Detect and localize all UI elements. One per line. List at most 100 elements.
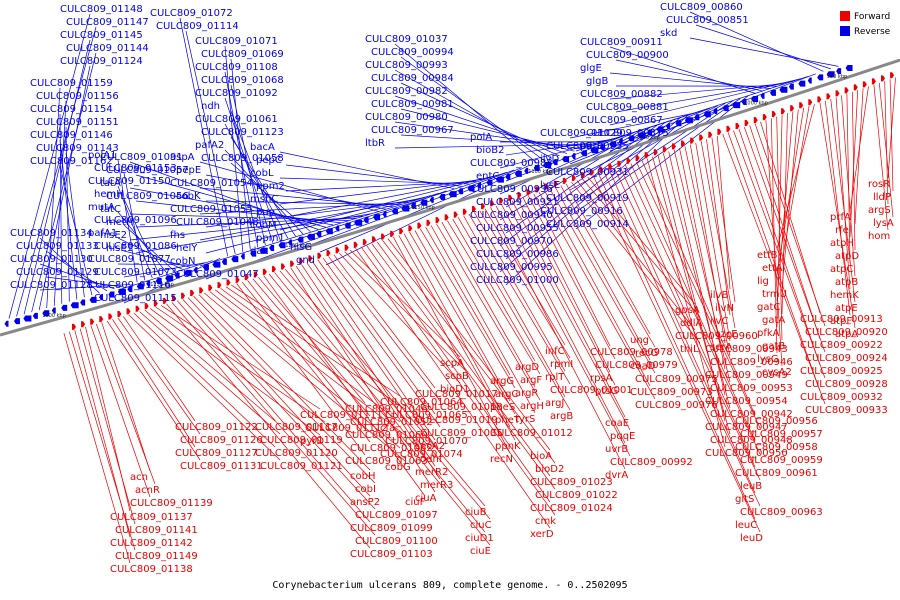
reverse-leader [199, 161, 379, 212]
reverse-gene-label: CULC809_01143 [36, 143, 119, 154]
forward-leader [160, 305, 321, 410]
reverse-leader [279, 178, 485, 205]
forward-leader [258, 276, 366, 404]
forward-leader [177, 300, 371, 523]
reverse-leader [129, 161, 319, 230]
forward-leader [873, 84, 889, 231]
forward-leader [349, 249, 461, 358]
reverse-leader [135, 213, 372, 254]
reverse-gene-label: glgB [586, 76, 608, 87]
forward-gene-label: CULC809_01112 [305, 423, 388, 434]
reverse-gene-arrow [694, 114, 700, 121]
reverse-gene-arrow [779, 86, 788, 93]
reverse-gene-arrow [524, 167, 529, 174]
forward-gene-label: CULC809_00946 [710, 357, 793, 368]
forward-gene-arrow [826, 93, 831, 100]
reverse-gene-arrow [410, 202, 416, 209]
reverse-gene-label: tatA [100, 178, 121, 189]
reverse-gene-label: tatC [100, 204, 121, 215]
forward-leader [749, 125, 821, 340]
reverse-gene-label: CULC809_00940 [470, 210, 553, 221]
forward-gene-label: CULC809_01023 [530, 477, 613, 488]
reverse-gene-arrow [306, 233, 315, 240]
forward-gene-label: ciuF [405, 497, 426, 508]
forward-gene-label: CULC809_01121 [260, 461, 343, 472]
reverse-gene-arrow [259, 247, 268, 254]
reverse-gene-arrow [146, 280, 151, 287]
reverse-gene-arrow [420, 199, 428, 206]
forward-gene-label: ddlA [680, 318, 702, 329]
reverse-gene-label: CULC809_01057 [106, 165, 189, 176]
forward-leader [430, 225, 536, 414]
forward-gene-label: lig [757, 276, 769, 287]
forward-gene-label: cysA2 [762, 367, 792, 378]
reverse-leader [499, 117, 681, 273]
forward-leader [851, 91, 856, 251]
forward-gene-label: hom [868, 231, 890, 242]
reverse-gene-arrow [609, 141, 617, 148]
forward-leader [743, 127, 826, 353]
reverse-gene-arrow [703, 111, 711, 118]
reverse-leader [279, 174, 500, 231]
forward-gene-label: rpsA [590, 373, 613, 384]
forward-gene-label: CULC809_00954 [705, 396, 788, 407]
forward-gene-label: CULC809_01131 [180, 461, 263, 472]
forward-gene-label: argB [550, 411, 573, 422]
forward-gene-label: trmU [762, 289, 787, 300]
reverse-gene-label: CULC809_00995 [470, 262, 553, 273]
reverse-gene-arrow [363, 216, 369, 223]
forward-gene-label: pheS [490, 402, 515, 413]
forward-gene-label: odhI [420, 454, 442, 465]
forward-gene-label: CULC809_00942 [710, 409, 793, 420]
reverse-gene-arrow [448, 191, 457, 198]
reverse-gene-label: CULC809_00914 [546, 219, 629, 230]
reverse-leader [400, 56, 545, 161]
forward-gene-label: CULC809_00979 [595, 360, 678, 371]
reverse-gene-label: cobN [170, 256, 195, 267]
forward-leader [193, 295, 376, 484]
reverse-gene-label: polA [470, 132, 492, 143]
reverse-gene-arrow [429, 196, 434, 203]
legend-swatch-forward [840, 11, 850, 21]
forward-leader [700, 141, 736, 329]
reverse-gene-arrow [798, 80, 806, 87]
forward-gene-label: CULC809_00913 [800, 314, 883, 325]
reverse-gene-label: CULC809_01055 [170, 204, 253, 215]
reverse-leader [117, 260, 213, 291]
forward-gene-label: xerD [530, 529, 554, 540]
forward-leader [733, 130, 826, 379]
forward-leader [403, 233, 511, 428]
forward-leader [695, 142, 731, 342]
forward-gene-label: argR [515, 388, 538, 399]
reverse-gene-label: CULC809_01146 [30, 130, 113, 141]
reverse-gene-arrow [684, 117, 693, 124]
forward-leader [436, 223, 541, 401]
forward-gene-arrow [162, 297, 167, 304]
forward-gene-label: CULC809_00975 [635, 374, 718, 385]
forward-gene-label: atpF [830, 316, 852, 327]
forward-gene-label: CULC809_00976 [635, 400, 718, 411]
forward-gene-arrow [753, 117, 758, 124]
forward-gene-label: CULC809_01035 [420, 428, 503, 439]
reverse-gene-label: cobM [250, 220, 277, 231]
reverse-gene-label: CULC809_01069 [201, 49, 284, 60]
forward-gene-arrow [244, 274, 249, 281]
forward-gene-label: infC [545, 346, 565, 357]
forward-leader [582, 178, 701, 318]
forward-leader [106, 320, 201, 461]
forward-gene-arrow [99, 316, 104, 323]
reverse-gene-label: CULC809_00875 [586, 128, 669, 139]
forward-gene-labels: rosR lldP argS lysA hom prfA rfe atpH atpD atpC at… [110, 179, 894, 575]
reverse-leader [123, 224, 176, 272]
forward-leader [765, 120, 783, 367]
legend-label-reverse: Reverse [854, 27, 891, 37]
reverse-gene-label: CULC809_00980 [365, 112, 448, 123]
reverse-gene-label: CULC809_01151 [36, 117, 119, 128]
forward-gene-label: CULC809_01097 [355, 510, 438, 521]
forward-gene-label: CULC809_00953 [710, 383, 793, 394]
reverse-gene-label: CULC809_00881 [586, 102, 669, 113]
forward-gene-label: bioD2 [535, 464, 564, 475]
forward-gene-arrow [371, 236, 376, 243]
forward-leader [68, 331, 136, 551]
forward-gene-label: acnR [135, 485, 160, 496]
